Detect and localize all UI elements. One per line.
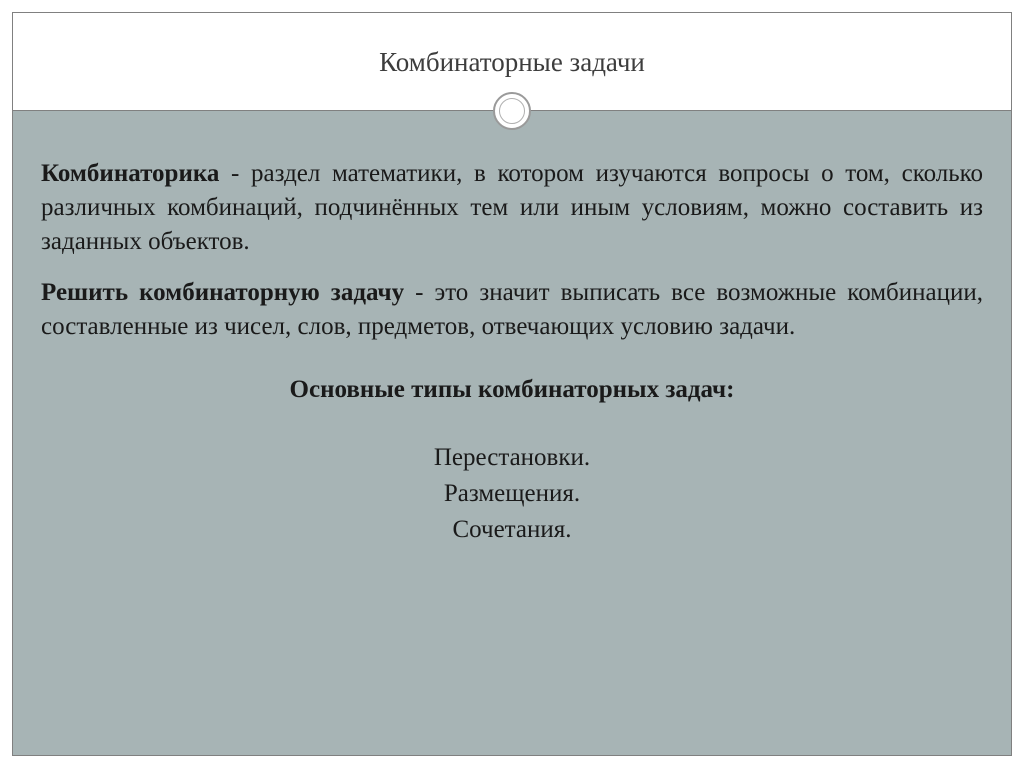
slide-title: Комбинаторные задачи xyxy=(379,47,645,78)
slide-frame: Комбинаторные задачи Комбинаторика - раз… xyxy=(12,12,1012,756)
circle-ornament-icon xyxy=(493,92,531,130)
term-kombinatorika: Комбинаторика xyxy=(41,160,219,187)
list-item: Перестановки. xyxy=(41,440,983,476)
definition-paragraph-1: Комбинаторика - раздел математики, в кот… xyxy=(41,157,983,258)
term-reshit: Решить комбинаторную задачу xyxy=(41,279,404,306)
list-item: Сочетания. xyxy=(41,512,983,548)
types-subtitle: Основные типы комбинаторных задач: xyxy=(41,376,983,404)
list-item: Размещения. xyxy=(41,476,983,512)
content-section: Комбинаторика - раздел математики, в кот… xyxy=(13,111,1011,755)
circle-inner xyxy=(499,98,525,124)
definition-paragraph-2: Решить комбинаторную задачу - это значит… xyxy=(41,276,983,344)
header-section: Комбинаторные задачи xyxy=(13,13,1011,111)
slide-container: Комбинаторные задачи Комбинаторика - раз… xyxy=(0,0,1024,768)
